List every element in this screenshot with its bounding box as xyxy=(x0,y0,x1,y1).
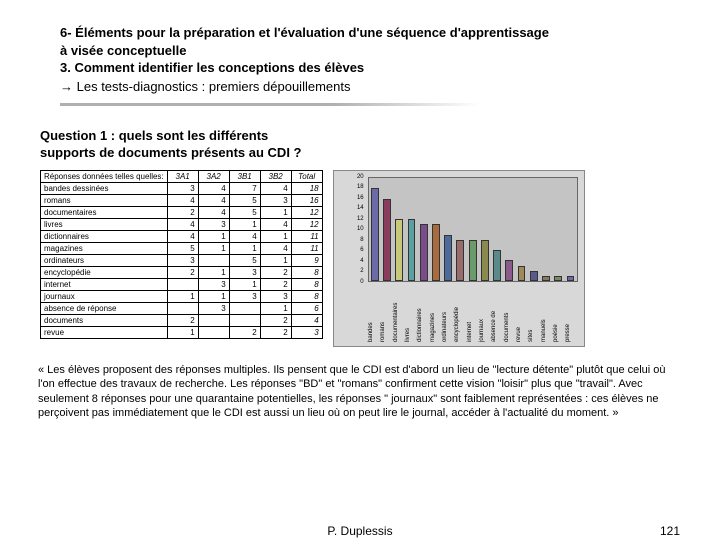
chart-x-label: dictionnaires xyxy=(417,308,423,342)
header-line2: à visée conceptuelle xyxy=(60,43,186,58)
table-header-label: Réponses données telles quelles: xyxy=(41,170,168,182)
chart-bar xyxy=(505,260,513,281)
chart-x-label: journaux xyxy=(479,319,485,342)
chart-bar xyxy=(371,188,379,281)
chart-x-label: revue xyxy=(516,327,522,342)
table-row: absence de réponse316 xyxy=(41,302,323,314)
chart-bar xyxy=(408,219,416,281)
table-row: documentaires245112 xyxy=(41,206,323,218)
header-line1: 6- Éléments pour la préparation et l'éva… xyxy=(60,25,549,40)
question-title: Question 1 : quels sont les différents s… xyxy=(0,106,720,162)
table-row: romans445316 xyxy=(41,194,323,206)
header-line4: → Les tests-diagnostics : premiers dépou… xyxy=(60,78,670,96)
quote-text: « Les élèves proposent des réponses mult… xyxy=(0,347,720,420)
chart-x-label: sites xyxy=(528,330,534,342)
chart-x-label: manuels xyxy=(541,319,547,342)
table-row: magazines511411 xyxy=(41,242,323,254)
chart-x-label: encyclopédie xyxy=(454,307,460,342)
chart-x-label: internet xyxy=(467,322,473,342)
table-row: documents224 xyxy=(41,314,323,326)
table-row: revue1223 xyxy=(41,326,323,338)
footer-page: 121 xyxy=(660,524,680,538)
chart-x-label: magazines xyxy=(430,313,436,342)
table-row: ordinateurs3519 xyxy=(41,254,323,266)
chart-bar xyxy=(567,276,575,281)
chart-bar xyxy=(518,266,526,281)
chart-bar xyxy=(420,224,428,281)
table-total-label: Total xyxy=(291,170,322,182)
chart-bar xyxy=(554,276,562,281)
table-row: bandes dessinées347418 xyxy=(41,182,323,194)
table-row: encyclopédie21328 xyxy=(41,266,323,278)
chart-bar xyxy=(444,235,452,281)
chart-bar xyxy=(383,199,391,281)
chart-x-label: poésie xyxy=(553,324,559,342)
chart-bar xyxy=(493,250,501,281)
footer-author: P. Duplessis xyxy=(327,524,392,538)
slide-header: 6- Éléments pour la préparation et l'éva… xyxy=(0,0,720,99)
chart-x-label: ordinateurs xyxy=(442,312,448,342)
table-header-row: Réponses données telles quelles: 3A1 3A2… xyxy=(41,170,323,182)
chart-x-label: documentaires xyxy=(393,303,399,342)
data-table: Réponses données telles quelles: 3A1 3A2… xyxy=(40,170,323,339)
table-row: dictionnaires414111 xyxy=(41,230,323,242)
chart-bar xyxy=(481,240,489,281)
chart-x-label: documents xyxy=(504,313,510,342)
chart-bar xyxy=(530,271,538,281)
chart-bar xyxy=(456,240,464,281)
content-row: Réponses données telles quelles: 3A1 3A2… xyxy=(0,162,720,347)
chart-x-label: absence de xyxy=(491,311,497,342)
chart-x-label: presse xyxy=(565,324,571,342)
chart-x-label: bandes xyxy=(368,322,374,342)
chart-bar xyxy=(395,219,403,281)
table-row: livres431412 xyxy=(41,218,323,230)
chart-x-label: romans xyxy=(380,322,386,342)
table-row: internet3128 xyxy=(41,278,323,290)
bar-chart: 20181614121086420 bandesromansdocumentai… xyxy=(333,170,585,347)
chart-bar xyxy=(469,240,477,281)
table-row: journaux11338 xyxy=(41,290,323,302)
header-line3: 3. Comment identifier les conceptions de… xyxy=(60,60,364,75)
chart-bar xyxy=(542,276,550,281)
chart-bar xyxy=(432,224,440,281)
chart-x-label: livres xyxy=(405,328,411,342)
